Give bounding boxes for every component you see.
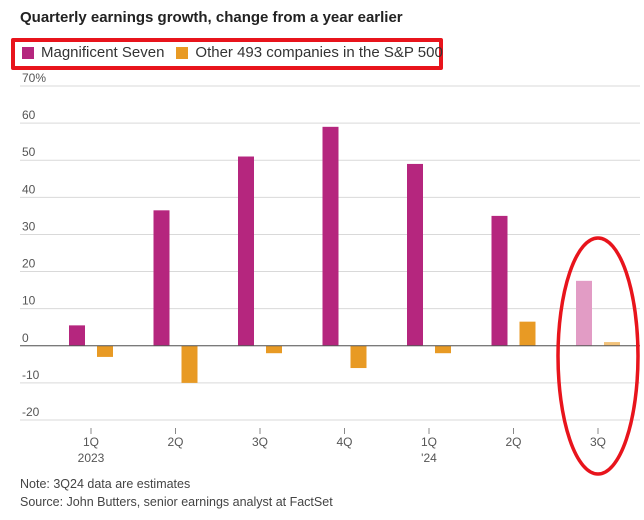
x-tick-label: 3Q xyxy=(252,435,268,449)
x-tick-label: 4Q xyxy=(336,435,352,449)
x-tick-label: 3Q xyxy=(590,435,606,449)
bar-other-493 xyxy=(97,345,113,357)
chart-note: Note: 3Q24 data are estimates xyxy=(20,477,191,491)
legend-label-magnificent-seven: Magnificent Seven xyxy=(41,44,165,61)
y-tick-label: 20 xyxy=(22,257,36,271)
y-tick-label: 40 xyxy=(22,182,36,196)
legend-swatch-other-493 xyxy=(176,46,189,59)
x-tick-label: 1Q xyxy=(83,435,99,449)
bar-other-493 xyxy=(604,342,620,346)
y-tick-label: 70% xyxy=(22,71,46,85)
y-tick-label: 60 xyxy=(22,108,36,122)
bar-magnificent-seven xyxy=(322,126,339,346)
y-tick-label: 10 xyxy=(22,294,36,308)
y-tick-label: 30 xyxy=(22,219,36,233)
bar-magnificent-seven xyxy=(407,163,423,346)
estimate-highlight-ellipse xyxy=(556,236,640,476)
x-tick-sublabel: 2023 xyxy=(78,451,105,465)
legend-swatch-magnificent-seven xyxy=(22,46,34,59)
chart-title: Quarterly earnings growth, change from a… xyxy=(20,9,403,26)
y-tick-label: 50 xyxy=(22,145,36,159)
bar-other-493 xyxy=(181,345,198,383)
bar-magnificent-seven xyxy=(238,156,254,346)
y-tick-label: -20 xyxy=(22,405,40,419)
legend-highlight-box xyxy=(11,38,443,70)
x-tick-sublabel: '24 xyxy=(421,451,437,465)
bar-other-493 xyxy=(350,345,367,369)
legend: Magnificent Seven Other 493 companies in… xyxy=(22,44,443,61)
x-tick-label: 2Q xyxy=(167,435,183,449)
x-tick-label: 2Q xyxy=(505,435,521,449)
bar-magnificent-seven xyxy=(69,325,85,346)
legend-label-other-493: Other 493 companies in the S&P 500 xyxy=(195,44,443,61)
x-tick-label: 1Q xyxy=(421,435,437,449)
bar-other-493 xyxy=(519,321,536,346)
bar-magnificent-seven xyxy=(491,215,508,346)
bar-magnificent-seven xyxy=(153,210,170,346)
bar-other-493 xyxy=(266,345,282,354)
legend-item-other-493: Other 493 companies in the S&P 500 xyxy=(176,44,443,61)
bar-magnificent-seven xyxy=(576,280,592,346)
y-tick-label: 0 xyxy=(22,331,29,345)
y-tick-label: -10 xyxy=(22,368,40,382)
bar-other-493 xyxy=(435,345,451,354)
legend-item-magnificent-seven: Magnificent Seven xyxy=(22,44,164,61)
chart-source: Source: John Butters, senior earnings an… xyxy=(20,495,333,509)
